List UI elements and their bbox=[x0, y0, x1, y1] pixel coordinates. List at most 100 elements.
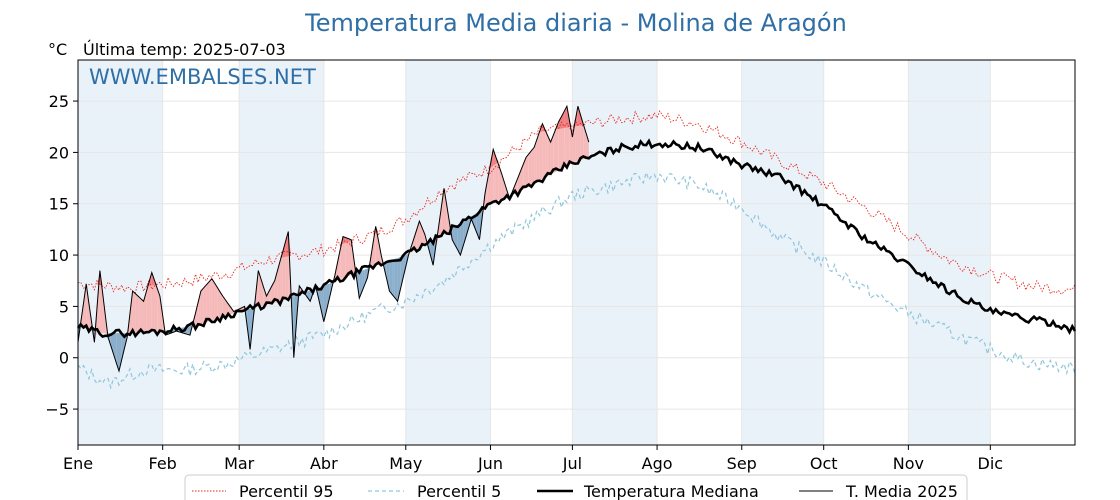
fill-above-median bbox=[558, 116, 562, 171]
fill-above-median bbox=[143, 291, 147, 333]
fill-above-median bbox=[140, 298, 144, 333]
fill-above-median bbox=[542, 123, 546, 180]
fill-below-median bbox=[326, 283, 330, 311]
fill-below-median bbox=[465, 218, 469, 238]
fill-above-median bbox=[83, 283, 87, 329]
month-band bbox=[78, 60, 163, 445]
fill-below-median bbox=[457, 223, 461, 256]
fill-above-median bbox=[539, 123, 543, 181]
fill-below-median bbox=[386, 260, 390, 291]
fill-above-median bbox=[441, 188, 445, 236]
y-tick-label: 10 bbox=[49, 246, 69, 265]
fill-below-median bbox=[318, 286, 322, 310]
y-tick-label: 25 bbox=[49, 92, 69, 111]
fill-above-median bbox=[504, 181, 507, 198]
y-tick-label: 5 bbox=[59, 297, 69, 316]
fill-above-median bbox=[86, 283, 89, 330]
fill-above-median bbox=[228, 303, 231, 316]
fill-above-p95 bbox=[285, 231, 289, 257]
fill-above-median bbox=[263, 287, 267, 306]
month-band bbox=[572, 60, 658, 445]
fill-below-median bbox=[121, 333, 125, 360]
x-tick-label: Abr bbox=[310, 454, 338, 473]
month-band bbox=[908, 60, 991, 445]
unit-label: °C bbox=[48, 40, 67, 59]
fill-above-median bbox=[203, 284, 207, 324]
fill-above-median bbox=[422, 227, 425, 247]
fill-below-median bbox=[110, 333, 114, 355]
x-tick-label: Ene bbox=[63, 454, 93, 473]
fill-below-median bbox=[359, 270, 363, 299]
fill-above-median bbox=[132, 291, 136, 333]
fill-above-median bbox=[348, 238, 352, 276]
fill-below-median bbox=[476, 210, 480, 240]
fill-above-median bbox=[209, 278, 212, 322]
fill-above-median bbox=[271, 280, 275, 304]
fill-above-median bbox=[337, 249, 341, 281]
fill-above-p95 bbox=[493, 149, 496, 166]
fill-below-median bbox=[247, 308, 251, 350]
fill-below-median bbox=[397, 256, 401, 302]
fill-below-median bbox=[364, 268, 368, 285]
x-tick-label: Sep bbox=[727, 454, 757, 473]
chart-title: Temperatura Media diaria - Molina de Ara… bbox=[304, 9, 847, 37]
fill-above-median bbox=[547, 135, 551, 177]
y-axis: −5 0 5 10 15 20 25 bbox=[45, 92, 78, 419]
fill-above-median bbox=[586, 133, 589, 159]
fill-above-median bbox=[206, 281, 210, 323]
fill-above-median bbox=[520, 164, 524, 191]
plot-area: WWW.EMBALSES.NET bbox=[76, 59, 1077, 446]
fill-above-p95 bbox=[577, 106, 581, 126]
fill-below-median bbox=[394, 257, 398, 302]
fill-below-median bbox=[430, 240, 434, 266]
fill-above-median bbox=[553, 128, 557, 174]
fill-above-median bbox=[195, 302, 199, 326]
legend-label-median: Temperatura Mediana bbox=[583, 482, 759, 500]
fill-above-median bbox=[154, 280, 158, 332]
fill-above-median bbox=[413, 229, 417, 251]
fill-above-median bbox=[545, 129, 548, 178]
fill-above-median bbox=[146, 282, 150, 333]
x-tick-label: Jun bbox=[477, 454, 503, 473]
line-temperatura-mediana bbox=[76, 138, 1077, 339]
fill-above-median bbox=[102, 292, 106, 334]
legend-label-p5: Percentil 5 bbox=[417, 482, 501, 500]
fill-above-median bbox=[200, 287, 204, 324]
month-band bbox=[741, 60, 824, 445]
y-tick-label: −5 bbox=[45, 400, 69, 419]
x-tick-label: Oct bbox=[810, 454, 838, 473]
fill-above-median bbox=[138, 296, 141, 333]
last-temp-label: Última temp: 2025-07-03 bbox=[83, 40, 286, 59]
fill-above-median bbox=[258, 270, 262, 307]
fill-above-median bbox=[214, 283, 218, 320]
fill-above-median bbox=[487, 164, 491, 206]
fill-above-median bbox=[550, 135, 554, 175]
x-tick-label: Mar bbox=[224, 454, 255, 473]
fill-above-median bbox=[280, 251, 283, 302]
fill-above-median bbox=[515, 178, 518, 194]
fill-above-median bbox=[528, 150, 532, 187]
fill-above-median bbox=[351, 239, 354, 275]
month-band bbox=[405, 60, 491, 445]
fill-above-median bbox=[266, 291, 270, 305]
legend-box bbox=[184, 474, 968, 500]
x-tick-label: Jul bbox=[562, 454, 582, 473]
fill-above-median bbox=[277, 261, 281, 302]
x-tick-label: May bbox=[389, 454, 422, 473]
watermark: WWW.EMBALSES.NET bbox=[89, 65, 316, 89]
fill-above-p95 bbox=[342, 236, 346, 244]
y-tick-label: 20 bbox=[49, 143, 69, 162]
fill-below-median bbox=[116, 333, 119, 372]
fill-above-median bbox=[444, 188, 447, 235]
x-tick-label: Nov bbox=[893, 454, 924, 473]
fill-above-median bbox=[157, 288, 160, 332]
fill-below-median bbox=[454, 225, 458, 250]
line-percentil-95 bbox=[77, 110, 1076, 295]
x-tick-label: Dic bbox=[978, 454, 1004, 473]
legend: Percentil 95 Percentil 5 Temperatura Med… bbox=[184, 474, 968, 500]
fill-above-median bbox=[217, 287, 221, 319]
fill-above-median bbox=[225, 299, 229, 316]
fill-above-median bbox=[419, 221, 423, 248]
x-tick-label: Feb bbox=[149, 454, 177, 473]
